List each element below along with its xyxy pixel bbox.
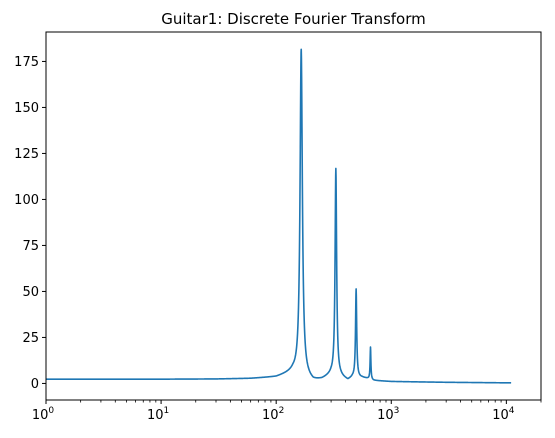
x-tick-base: 10 (492, 408, 509, 423)
x-tick-exponent: 2 (279, 406, 285, 416)
plot-frame (45, 31, 542, 401)
x-tick-label: 104 (492, 406, 515, 423)
y-tick-label: 175 (14, 55, 39, 70)
y-tick-label: 50 (22, 285, 39, 300)
x-tick-label: 101 (147, 406, 169, 423)
y-axis: 0 25 50 75 100 125 150 175 (14, 55, 46, 392)
y-tick-label: 0 (31, 377, 39, 392)
x-tick-label: 100 (32, 406, 55, 423)
x-tick-exponent: 1 (163, 406, 169, 416)
chart-title: Guitar1: Discrete Fourier Transform (161, 10, 426, 28)
y-tick-label: 125 (14, 147, 39, 162)
y-tick-label: 150 (14, 101, 39, 116)
series-layer (45, 48, 512, 384)
x-tick-exponent: 4 (509, 406, 515, 416)
x-tick-base: 10 (262, 408, 279, 423)
y-tick-label: 75 (22, 239, 39, 254)
x-tick-exponent: 0 (48, 406, 54, 416)
y-tick-label: 100 (14, 193, 39, 208)
x-tick-base: 10 (147, 408, 164, 423)
x-axis: 100 101 102 103 104 (32, 400, 542, 423)
x-tick-base: 10 (377, 408, 394, 423)
y-tick-label: 25 (22, 331, 39, 346)
x-tick-label: 102 (262, 406, 284, 423)
x-tick-exponent: 3 (394, 406, 400, 416)
x-tick-label: 103 (377, 406, 399, 423)
x-tick-base: 10 (32, 408, 49, 423)
dft-series-line (45, 48, 512, 384)
